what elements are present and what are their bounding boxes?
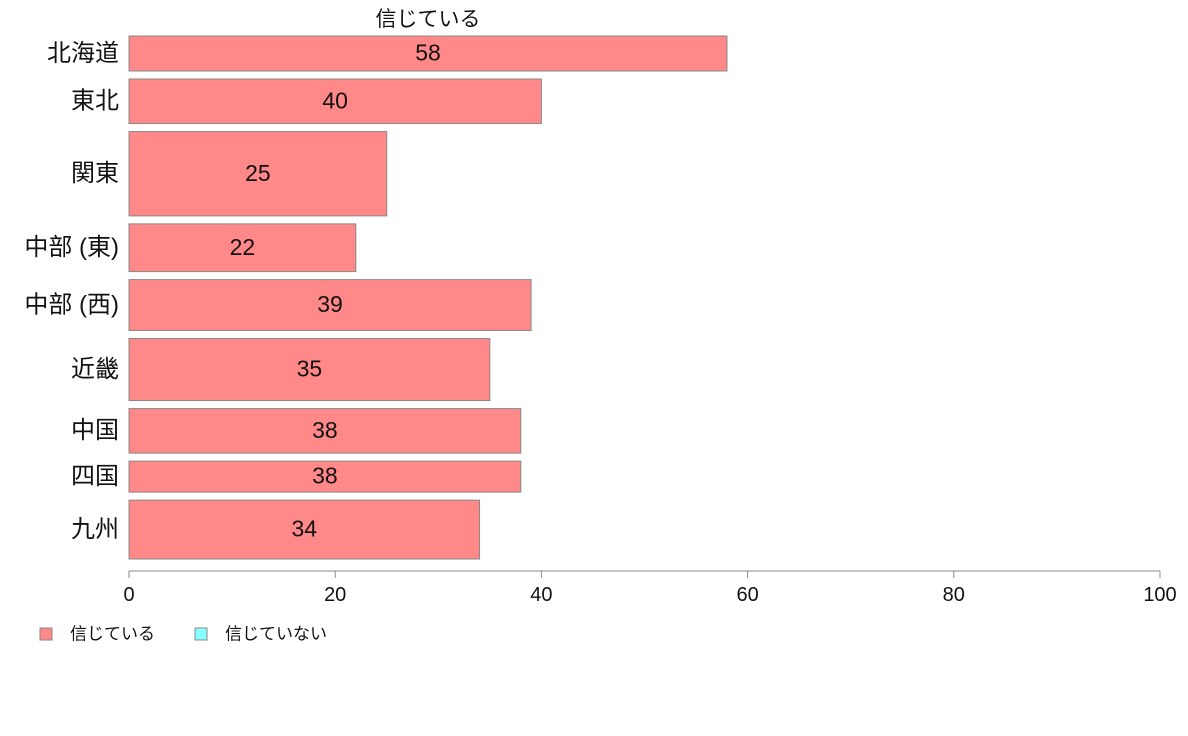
category-label: 関東 — [71, 160, 119, 187]
category-label: 東北 — [71, 88, 119, 115]
bar — [128, 35, 728, 72]
bar — [128, 499, 481, 560]
x-tick-label: 40 — [530, 584, 552, 606]
bar-value-label: 39 — [317, 291, 343, 317]
bar-value-label: 25 — [245, 160, 271, 186]
bar-value-label: 58 — [415, 40, 441, 66]
category-label: 中国 — [71, 417, 119, 444]
category-label: 北海道 — [47, 40, 119, 67]
category-label: 中部 (東) — [24, 234, 119, 261]
legend-swatch — [39, 627, 53, 641]
x-tick-label: 100 — [1143, 584, 1176, 606]
bar — [128, 223, 357, 273]
category-label: 九州 — [71, 516, 119, 543]
x-tick-label: 80 — [943, 584, 965, 606]
bar — [128, 408, 522, 454]
bar — [128, 460, 522, 493]
bar-value-label: 22 — [230, 234, 256, 260]
x-tick-label: 20 — [324, 584, 346, 606]
x-tick-label: 60 — [736, 584, 758, 606]
x-axis: 0 20 40 60 80 100 — [123, 570, 1177, 606]
bars-group: 58 40 25 22 39 35 38 38 34 — [128, 35, 728, 560]
legend: 信じている 信じていない — [39, 624, 327, 643]
bar — [128, 279, 532, 332]
legend-label: 信じていない — [225, 624, 327, 643]
category-label: 近畿 — [71, 356, 119, 383]
legend-swatch — [194, 627, 208, 641]
bar — [128, 131, 388, 217]
category-label: 中部 (西) — [24, 291, 119, 318]
legend-label: 信じている — [70, 624, 155, 643]
bar-value-label: 34 — [291, 516, 317, 542]
bar-value-label: 38 — [312, 463, 338, 489]
chart-title: 信じている — [375, 8, 480, 31]
bar — [128, 78, 542, 125]
bar-value-label: 35 — [297, 356, 323, 382]
bar-value-label: 40 — [322, 87, 348, 113]
category-label: 四国 — [71, 463, 119, 490]
bar-value-label: 38 — [312, 417, 338, 443]
bar — [128, 338, 491, 402]
x-tick-label: 0 — [123, 584, 134, 606]
